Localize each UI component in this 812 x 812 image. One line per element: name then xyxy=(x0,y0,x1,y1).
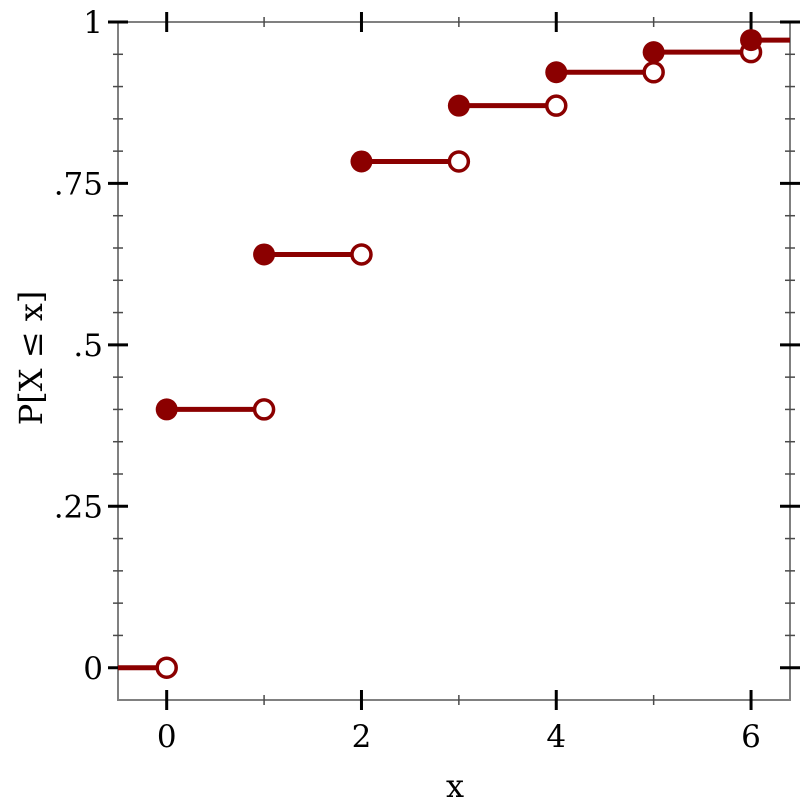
y-tick-label: .75 xyxy=(54,167,103,203)
y-tick-label: 0 xyxy=(83,651,103,687)
plot-frame xyxy=(117,21,791,701)
open-circle-marker xyxy=(447,150,471,173)
x-tick-label: 4 xyxy=(546,719,566,755)
filled-dot-marker xyxy=(642,41,665,64)
x-axis-title: x xyxy=(445,767,465,805)
open-circle-marker xyxy=(155,656,178,679)
x-tick-label: 2 xyxy=(352,719,372,755)
y-tick-label: .25 xyxy=(54,489,103,525)
filled-dot-marker xyxy=(740,29,763,52)
filled-dot-marker xyxy=(253,243,276,266)
x-tick-label: 6 xyxy=(741,719,761,755)
y-tick-label: .5 xyxy=(73,328,103,364)
open-circle-marker xyxy=(642,60,665,84)
open-circle-marker xyxy=(545,94,568,117)
y-axis-title: P[X ≤ x] xyxy=(12,290,50,426)
filled-dot-marker xyxy=(545,61,568,84)
filled-dot-marker xyxy=(155,398,178,421)
open-circle-marker xyxy=(350,243,373,266)
x-tick-label: 0 xyxy=(157,719,177,755)
filled-dot-marker xyxy=(350,150,373,173)
open-circle-marker xyxy=(252,398,276,421)
filled-dot-marker xyxy=(447,94,470,117)
y-tick-label: 1 xyxy=(83,5,103,41)
